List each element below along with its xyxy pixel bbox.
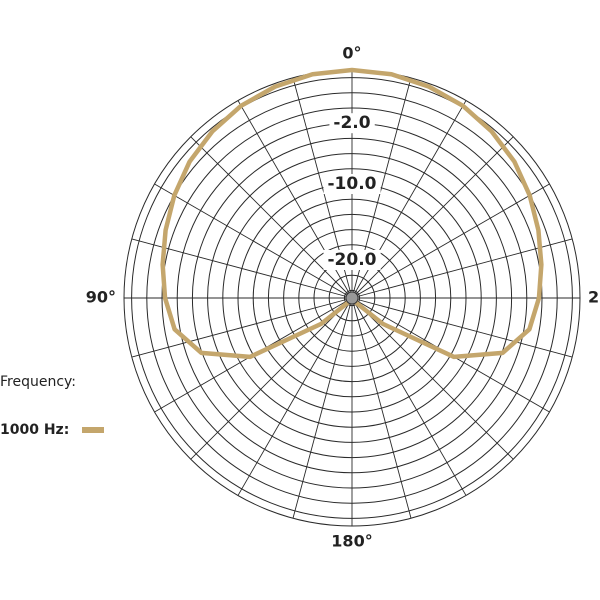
spoke xyxy=(351,297,412,519)
tick-label-bg xyxy=(329,113,375,134)
tick-label-bg xyxy=(323,250,381,270)
spoke xyxy=(351,136,514,299)
r-tick-label: -20.0 xyxy=(328,250,377,270)
center-hub xyxy=(345,291,359,305)
theta-tick-label: 90° xyxy=(86,288,116,307)
spoke xyxy=(131,297,353,358)
spoke xyxy=(237,297,353,496)
spoke xyxy=(351,183,550,299)
spoke xyxy=(190,297,353,460)
spoke xyxy=(351,238,573,299)
spoke xyxy=(190,136,353,299)
theta-tick-label: 2 xyxy=(588,288,599,307)
tick-label-bg xyxy=(323,174,381,194)
spoke xyxy=(131,238,353,299)
theta-tick-label: 0° xyxy=(342,44,361,63)
legend-label: 1000 Hz: xyxy=(0,422,69,438)
legend-title: Frequency: xyxy=(0,374,76,390)
theta-tick-label: 180° xyxy=(331,532,372,551)
r-tick-label: -10.0 xyxy=(328,174,377,194)
spoke xyxy=(351,297,514,460)
legend: 1000 Hz: xyxy=(0,422,104,438)
spoke xyxy=(351,297,467,496)
spoke xyxy=(154,183,353,299)
labels: -2.0 -10.0 -20.0 0° 90° 180° 2 xyxy=(86,44,599,551)
spoke xyxy=(351,297,573,358)
r-tick-label: -2.0 xyxy=(333,113,370,133)
spoke xyxy=(292,297,353,519)
